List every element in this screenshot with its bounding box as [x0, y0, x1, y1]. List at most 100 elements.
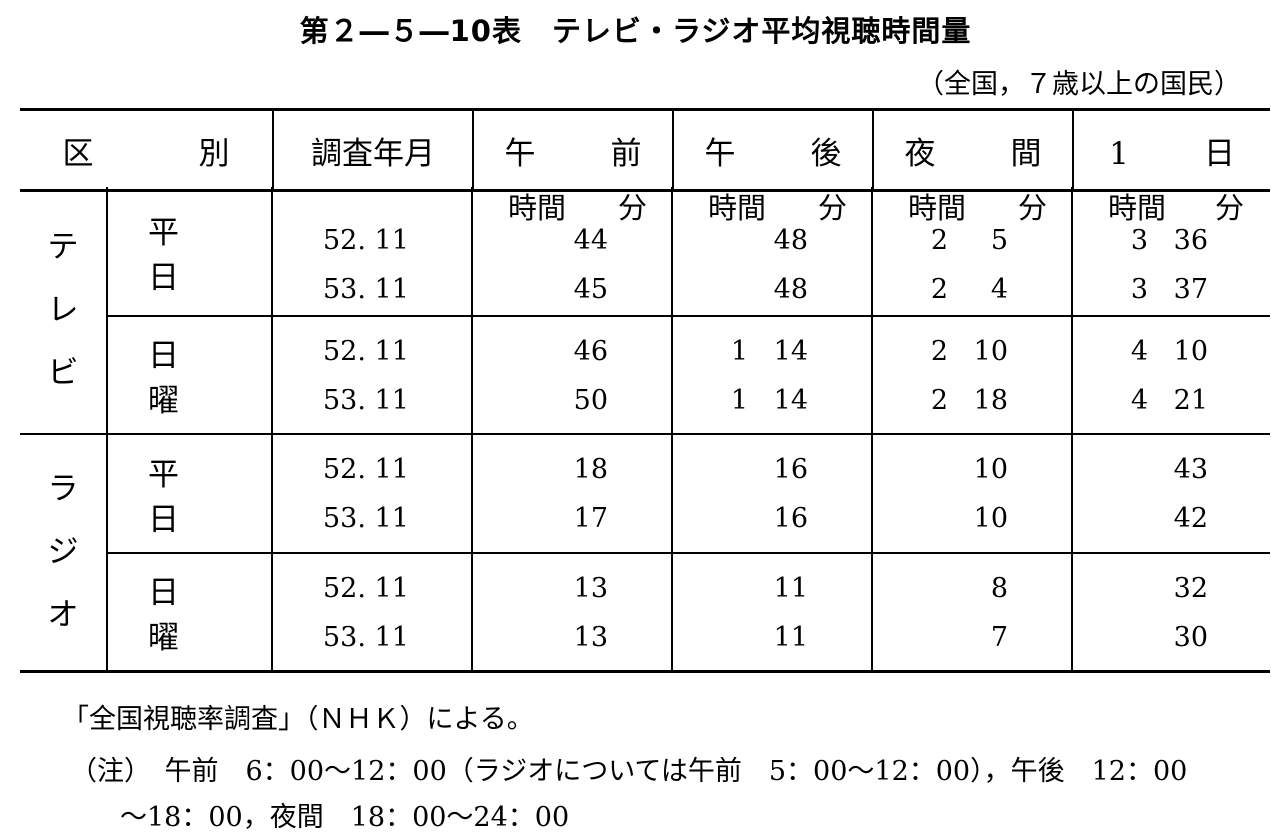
pm-minutes: 48 — [773, 225, 808, 256]
source-note: 「全国視聴率調査」（ＮＨＫ）による。 — [62, 704, 534, 735]
column-divider — [871, 434, 873, 553]
header-afternoon: 午後 — [673, 108, 874, 192]
column-divider — [671, 553, 673, 671]
survey-year-month: 52. 11 — [323, 454, 409, 485]
night-minutes: 18 — [973, 385, 1008, 416]
pm-hours: 1 — [730, 385, 748, 416]
day-hours: 3 — [1130, 225, 1148, 256]
am-minutes: 46 — [573, 336, 608, 367]
row-separator — [108, 552, 1270, 554]
header-survey: 調査年月 — [273, 108, 474, 192]
night-minutes: 4 — [990, 274, 1008, 305]
day-minutes: 43 — [1173, 454, 1208, 485]
day-hours: 3 — [1130, 274, 1148, 305]
day-minutes: 37 — [1173, 274, 1208, 305]
row-separator — [20, 433, 1270, 435]
group-label: 平日 — [108, 434, 273, 553]
column-divider — [1071, 553, 1073, 671]
survey-year-month: 53. 11 — [323, 503, 409, 534]
pm-minutes: 14 — [773, 336, 808, 367]
row-separator — [108, 315, 1270, 317]
night-minutes: 10 — [973, 454, 1008, 485]
column-divider — [871, 187, 873, 316]
unit-hour: 時間 — [908, 191, 967, 225]
footnote-line-1: （注） 午前 6：00～12：00（ラジオについては午前 5：00～12：00）… — [70, 756, 1188, 787]
column-divider — [1071, 434, 1073, 553]
media-char: オ — [47, 597, 79, 633]
day-minutes: 30 — [1173, 622, 1208, 653]
media-char: ジ — [47, 534, 79, 570]
media-char: ラ — [47, 471, 79, 507]
pm-minutes: 11 — [773, 573, 808, 604]
column-divider — [671, 187, 673, 316]
am-minutes: 50 — [573, 385, 608, 416]
survey-year-month: 52. 11 — [323, 336, 409, 367]
survey-year-month: 52. 11 — [323, 225, 409, 256]
group-label: 日曜 — [108, 316, 273, 434]
day-hours: 4 — [1130, 336, 1148, 367]
column-divider — [671, 316, 673, 434]
pm-minutes: 11 — [773, 622, 808, 653]
night-minutes: 10 — [973, 503, 1008, 534]
header-afternoon-b: 後 — [810, 135, 842, 172]
header-category-b: 別 — [198, 135, 230, 172]
column-divider — [671, 434, 673, 553]
group-label: 平日 — [108, 187, 273, 316]
header-category-a: 区 — [62, 135, 94, 172]
unit-hour: 時間 — [708, 191, 767, 225]
night-hours: 2 — [930, 385, 948, 416]
footnote-line-2: ～18：00，夜間 18：00～24：00 — [120, 802, 570, 833]
column-divider — [871, 553, 873, 671]
day-minutes: 10 — [1173, 336, 1208, 367]
am-minutes: 44 — [573, 225, 608, 256]
header-morning: 午前 — [473, 108, 674, 192]
column-divider — [471, 553, 473, 671]
survey-year-month: 52. 11 — [323, 573, 409, 604]
media-category: テレビ — [20, 187, 108, 434]
am-minutes: 13 — [573, 622, 608, 653]
am-minutes: 13 — [573, 573, 608, 604]
pm-minutes: 14 — [773, 385, 808, 416]
night-minutes: 10 — [973, 336, 1008, 367]
header-day-a: 1 — [1109, 135, 1129, 172]
column-divider — [471, 316, 473, 434]
day-minutes: 21 — [1173, 385, 1208, 416]
header-night-a: 夜 — [904, 135, 936, 172]
night-minutes: 5 — [990, 225, 1008, 256]
column-divider — [471, 187, 473, 316]
group-label: 日曜 — [108, 553, 273, 671]
unit-minute: 分 — [818, 191, 848, 225]
unit-minute: 分 — [1018, 191, 1048, 225]
table-title: 第２―５―10表 テレビ・ラジオ平均視聴時間量 — [299, 14, 972, 48]
column-divider — [471, 434, 473, 553]
unit-hour: 時間 — [1108, 191, 1167, 225]
night-hours: 2 — [930, 225, 948, 256]
night-minutes: 7 — [990, 622, 1008, 653]
unit-hour: 時間 — [508, 191, 567, 225]
media-char: ビ — [47, 355, 79, 391]
pm-minutes: 48 — [773, 274, 808, 305]
am-minutes: 18 — [573, 454, 608, 485]
unit-minute: 分 — [1215, 191, 1245, 225]
survey-year-month: 53. 11 — [323, 274, 409, 305]
am-minutes: 17 — [573, 503, 608, 534]
pm-minutes: 16 — [773, 454, 808, 485]
header-morning-a: 午 — [504, 135, 536, 172]
survey-year-month: 53. 11 — [323, 622, 409, 653]
night-minutes: 8 — [990, 573, 1008, 604]
day-minutes: 32 — [1173, 573, 1208, 604]
am-minutes: 45 — [573, 274, 608, 305]
column-divider — [1071, 316, 1073, 434]
header-night: 夜間 — [873, 108, 1074, 192]
header-category: 区別 — [20, 108, 274, 192]
day-minutes: 42 — [1173, 503, 1208, 534]
night-hours: 2 — [930, 274, 948, 305]
day-hours: 4 — [1130, 385, 1148, 416]
pm-minutes: 16 — [773, 503, 808, 534]
pm-hours: 1 — [730, 336, 748, 367]
media-char: テ — [47, 229, 79, 265]
survey-year-month: 53. 11 — [323, 385, 409, 416]
